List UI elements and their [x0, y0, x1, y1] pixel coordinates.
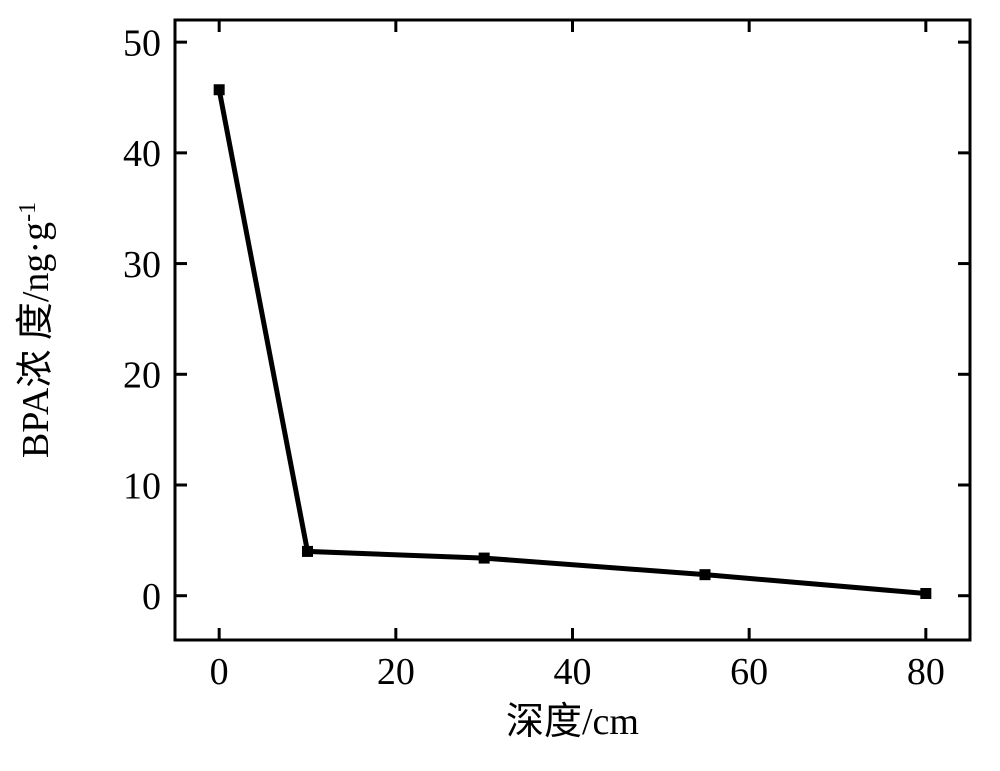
data-marker: [214, 84, 225, 95]
data-marker: [479, 553, 490, 564]
y-tick-label: 30: [123, 244, 161, 286]
y-axis-label-group: BPA浓 度/ng·g-1: [15, 202, 57, 458]
data-marker: [700, 569, 711, 580]
y-tick-label: 0: [142, 576, 161, 618]
y-tick-label: 20: [123, 355, 161, 397]
x-axis-label: 深度/cm: [506, 701, 639, 743]
y-tick-label: 40: [123, 133, 161, 175]
data-marker: [920, 588, 931, 599]
data-marker: [302, 546, 313, 557]
x-tick-label: 60: [730, 651, 768, 693]
chart-container: 0 20 40 60 80 0 10 20 30 40 50 深度/cm BPA浓 度/ng·g-1: [0, 0, 1000, 771]
x-tick-label: 20: [377, 651, 415, 693]
y-axis-label: BPA浓 度/ng·g-1: [15, 202, 57, 458]
x-tick-label: 0: [210, 651, 229, 693]
y-tick-label: 50: [123, 22, 161, 64]
x-tick-label: 80: [907, 651, 945, 693]
line-chart-svg: 0 20 40 60 80 0 10 20 30 40 50 深度/cm BPA浓 度/ng·g-1: [0, 0, 1000, 771]
y-tick-label: 10: [123, 465, 161, 507]
x-tick-label: 40: [554, 651, 592, 693]
